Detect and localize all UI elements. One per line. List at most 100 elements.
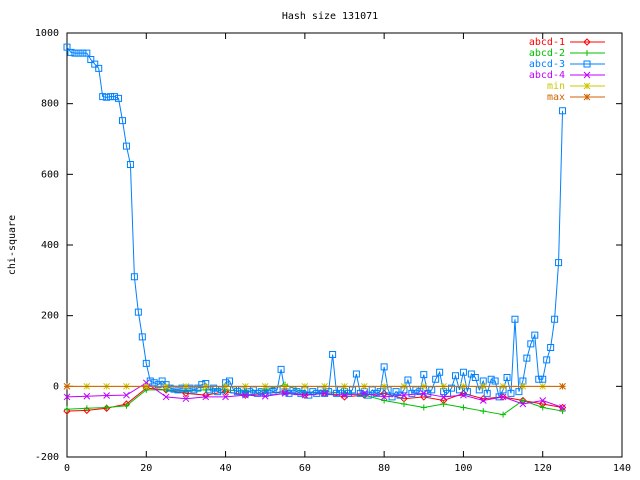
point-marker bbox=[531, 331, 539, 339]
point-marker bbox=[471, 374, 479, 381]
point-marker bbox=[543, 356, 551, 364]
point-marker bbox=[392, 388, 400, 396]
point-marker bbox=[436, 368, 444, 376]
y-axis-label: chi-square bbox=[7, 215, 18, 275]
x-tick-label: 120 bbox=[534, 463, 552, 474]
point-marker bbox=[249, 386, 257, 394]
legend-label: max bbox=[547, 92, 565, 103]
point-marker bbox=[83, 406, 91, 415]
point-marker bbox=[218, 386, 226, 394]
point-marker bbox=[539, 404, 546, 411]
point-marker bbox=[221, 387, 230, 396]
point-marker bbox=[420, 404, 427, 411]
point-marker bbox=[67, 48, 75, 56]
point-marker bbox=[539, 397, 547, 404]
point-marker bbox=[301, 391, 309, 399]
legend-marker bbox=[584, 50, 590, 56]
point-marker bbox=[202, 393, 210, 401]
legend-marker bbox=[583, 82, 591, 90]
point-marker bbox=[519, 400, 527, 408]
point-marker bbox=[483, 389, 491, 397]
point-marker bbox=[162, 393, 170, 401]
x-tick-label: 140 bbox=[613, 463, 631, 474]
point-marker bbox=[559, 404, 566, 411]
point-marker bbox=[186, 384, 194, 392]
y-tick-label: -200 bbox=[35, 452, 59, 463]
point-marker bbox=[182, 395, 190, 403]
x-tick-label: 0 bbox=[64, 463, 70, 474]
x-tick-label: 100 bbox=[454, 463, 472, 474]
point-marker bbox=[265, 386, 273, 394]
y-tick-label: 600 bbox=[41, 169, 59, 180]
point-marker bbox=[341, 391, 348, 399]
point-marker bbox=[555, 259, 563, 267]
y-tick-label: 1000 bbox=[35, 28, 59, 39]
x-tick-label: 40 bbox=[220, 463, 232, 474]
point-marker bbox=[511, 315, 519, 323]
point-marker bbox=[460, 391, 467, 399]
point-marker bbox=[273, 386, 281, 394]
point-marker bbox=[202, 391, 210, 399]
series-line bbox=[66, 382, 563, 409]
point-marker bbox=[463, 388, 471, 396]
point-marker bbox=[487, 375, 495, 383]
point-marker bbox=[547, 343, 555, 351]
point-marker bbox=[162, 381, 170, 389]
point-marker bbox=[455, 386, 463, 394]
point-marker bbox=[400, 391, 408, 399]
point-marker bbox=[301, 391, 309, 399]
point-marker bbox=[63, 393, 71, 401]
point-marker bbox=[289, 386, 297, 394]
point-marker bbox=[64, 406, 70, 413]
point-marker bbox=[412, 386, 420, 394]
point-marker bbox=[115, 94, 123, 102]
point-marker bbox=[281, 390, 289, 397]
point-marker bbox=[380, 393, 388, 401]
point-marker bbox=[381, 397, 388, 404]
point-marker bbox=[420, 371, 428, 379]
point-marker bbox=[150, 379, 158, 387]
point-marker bbox=[277, 365, 285, 373]
point-marker bbox=[440, 393, 447, 401]
point-marker bbox=[103, 392, 110, 399]
y-tick-label: 400 bbox=[41, 240, 59, 251]
point-marker bbox=[480, 408, 487, 415]
point-marker bbox=[329, 351, 337, 359]
point-marker bbox=[226, 377, 234, 385]
point-marker bbox=[400, 401, 407, 407]
point-marker bbox=[551, 315, 559, 323]
point-marker bbox=[178, 384, 186, 392]
point-marker bbox=[134, 308, 142, 316]
point-marker bbox=[519, 397, 526, 404]
y-tick-label: 200 bbox=[41, 311, 59, 322]
point-marker bbox=[123, 391, 130, 399]
point-marker bbox=[428, 386, 436, 394]
point-marker bbox=[459, 368, 467, 376]
point-marker bbox=[527, 340, 535, 348]
legend-label: min bbox=[547, 81, 565, 92]
point-marker bbox=[348, 386, 356, 394]
point-marker bbox=[95, 64, 103, 72]
legend-label: abcd-4 bbox=[529, 70, 565, 81]
point-marker bbox=[281, 388, 289, 396]
point-marker bbox=[119, 117, 126, 125]
point-marker bbox=[352, 370, 360, 378]
point-marker bbox=[559, 408, 566, 415]
point-marker bbox=[103, 404, 110, 411]
point-marker bbox=[337, 386, 345, 394]
point-marker bbox=[261, 392, 269, 400]
point-marker bbox=[559, 107, 567, 115]
legend-label: abcd-1 bbox=[529, 37, 565, 48]
point-marker bbox=[83, 392, 91, 400]
point-marker bbox=[130, 273, 138, 281]
point-marker bbox=[126, 160, 134, 168]
point-marker bbox=[500, 411, 507, 418]
point-marker bbox=[420, 390, 428, 397]
legend-marker bbox=[583, 71, 591, 79]
point-marker bbox=[368, 386, 376, 394]
point-marker bbox=[142, 359, 150, 367]
point-marker bbox=[123, 402, 130, 409]
point-marker bbox=[479, 397, 487, 404]
point-marker bbox=[503, 374, 511, 381]
point-marker bbox=[237, 386, 245, 394]
